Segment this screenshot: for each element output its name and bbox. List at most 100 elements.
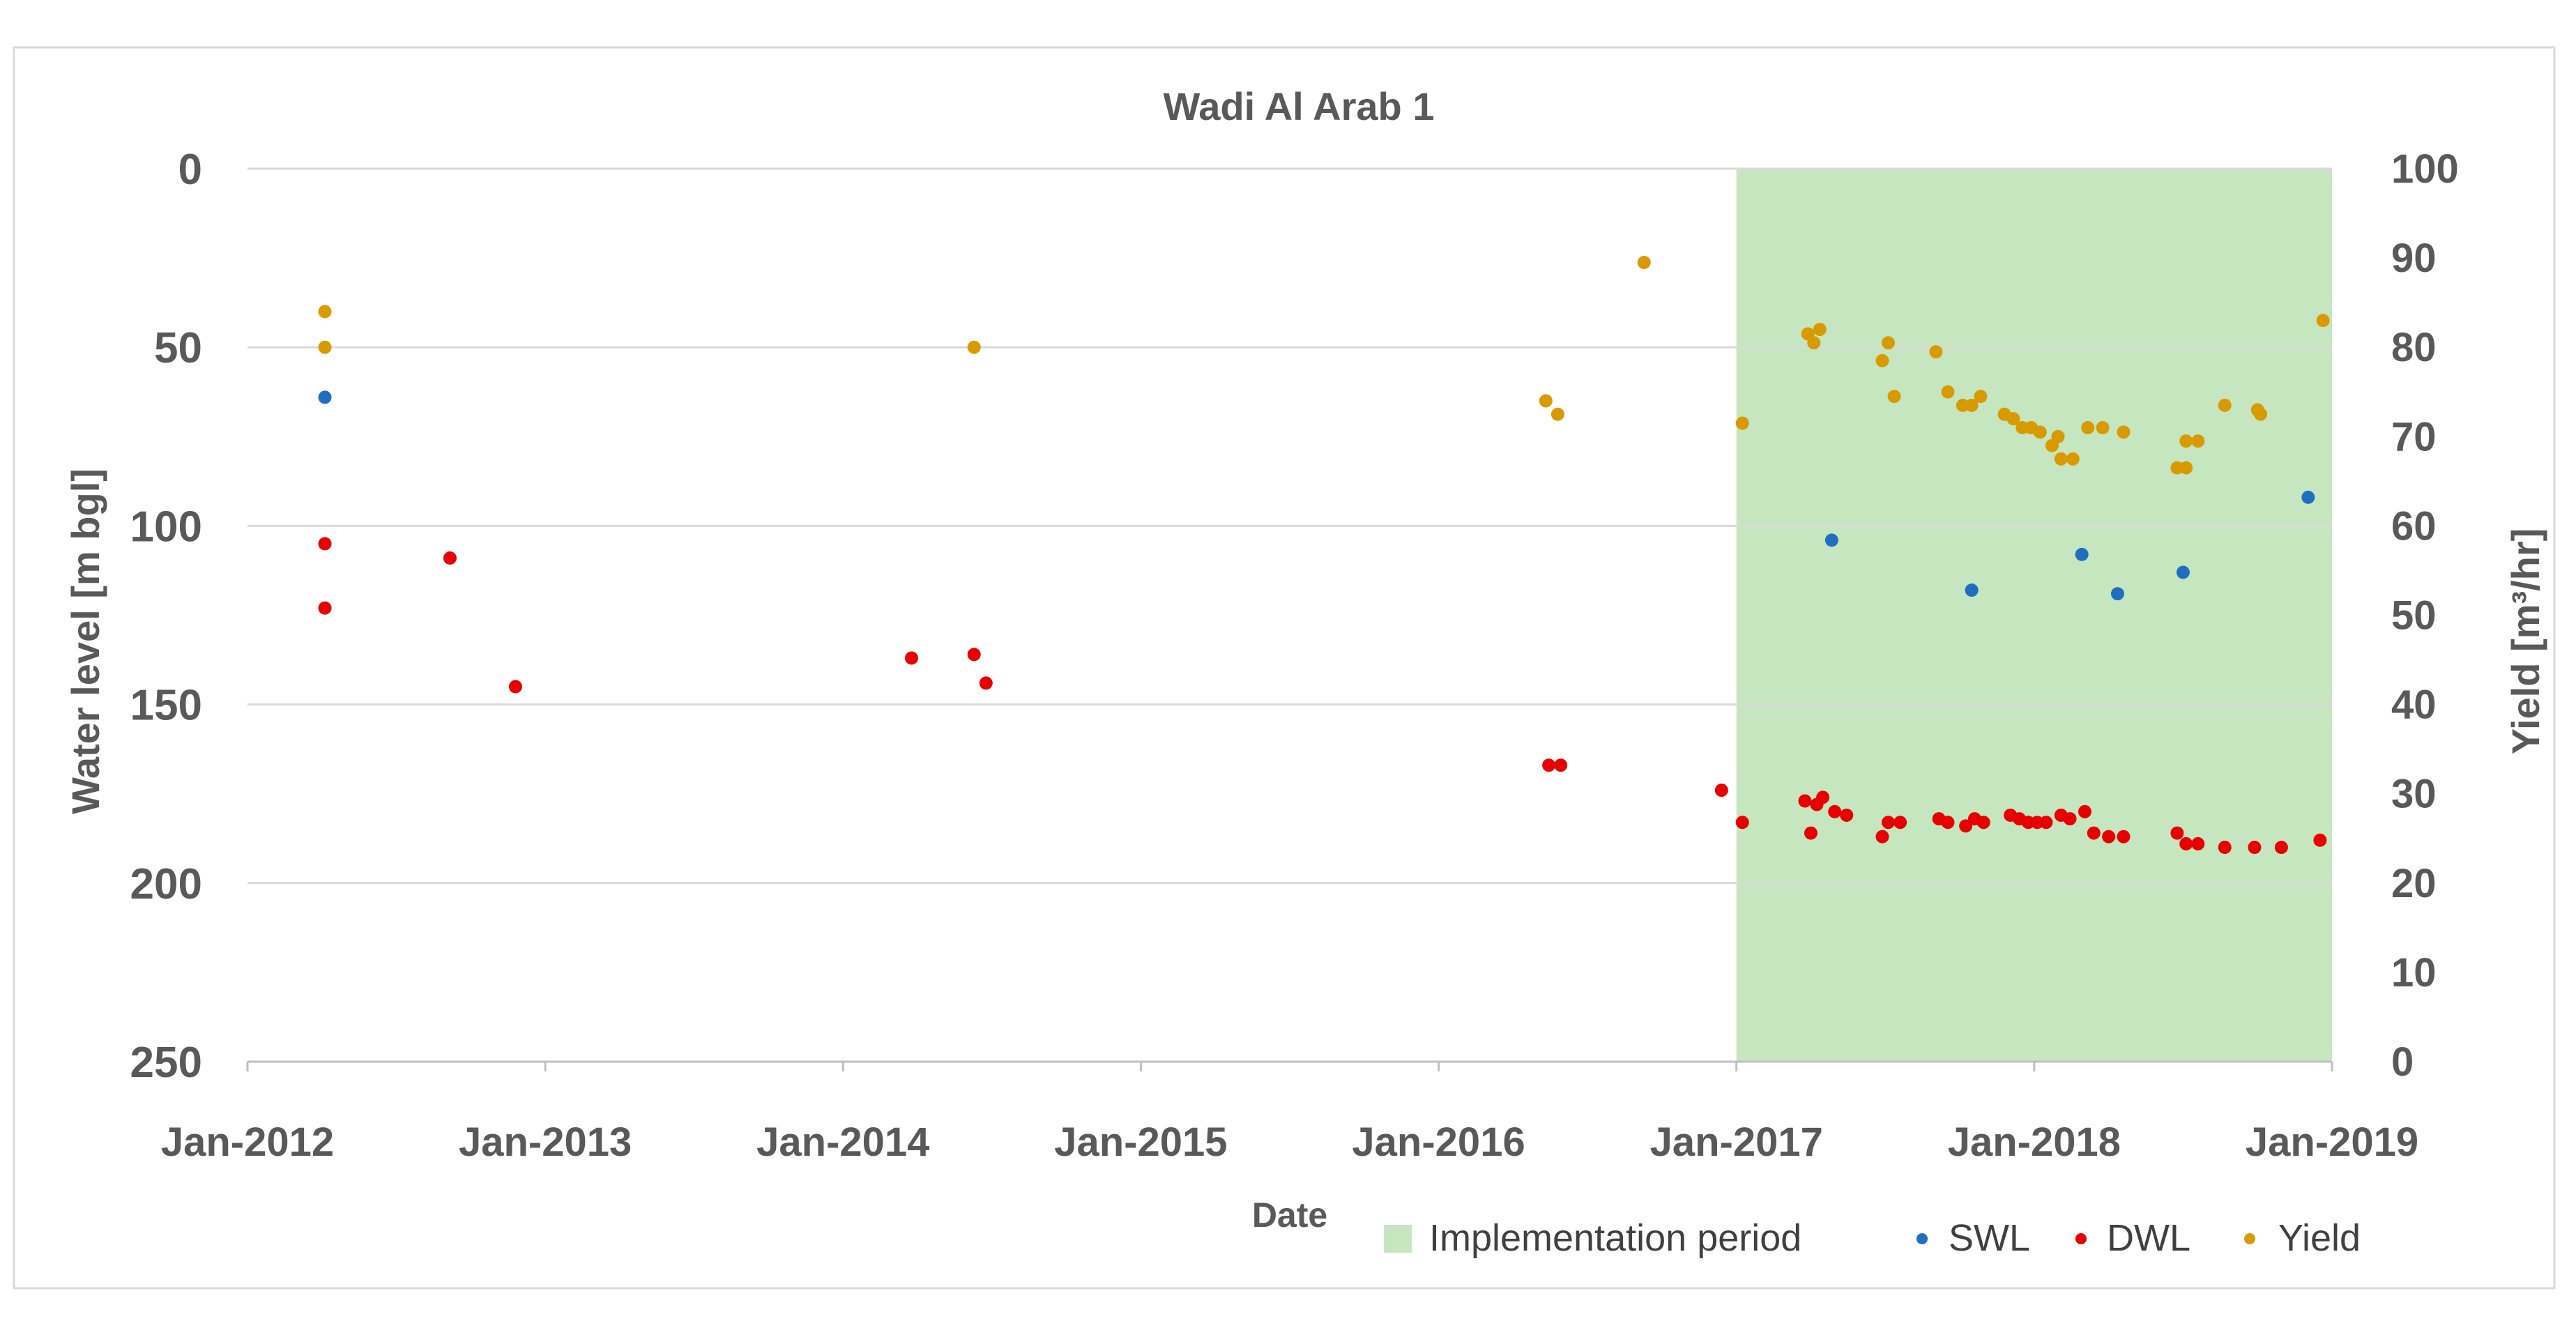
y-right-tick-label: 100	[2391, 146, 2459, 192]
dwl-point	[979, 676, 993, 690]
chart-title: Wadi Al Arab 1	[1164, 84, 1435, 128]
y-right-tick-label: 90	[2391, 236, 2437, 281]
swl-point	[2301, 490, 2315, 504]
implementation-period-band	[1736, 169, 2332, 1062]
y-left-tick-label: 200	[130, 860, 202, 908]
yield-point	[1539, 394, 1553, 408]
y-right-tick-label: 50	[2391, 593, 2437, 639]
yield-point	[2218, 398, 2232, 412]
yield-point	[2179, 461, 2193, 475]
yield-point	[1887, 390, 1901, 404]
swl-point	[1965, 583, 1979, 597]
dwl-point	[1542, 758, 1556, 772]
yield-point	[2316, 314, 2330, 328]
dwl-point	[1976, 816, 1990, 830]
dwl-point	[2063, 812, 2077, 826]
yield-point	[2066, 452, 2080, 466]
dwl-point	[2274, 841, 2288, 855]
dwl-point	[2179, 837, 2193, 850]
dwl-point	[1875, 830, 1889, 843]
swl-point	[2075, 547, 2089, 561]
y-right-axis-title: Yield [m³/hr]	[2503, 528, 2547, 755]
x-tick-label: Jan-2012	[161, 1120, 334, 1165]
yield-point	[1929, 345, 1943, 359]
y-left-tick-label: 150	[130, 682, 202, 730]
dwl-point	[318, 537, 332, 551]
yield-point	[2096, 420, 2110, 434]
yield-point	[967, 340, 981, 354]
yield-point	[1882, 336, 1896, 350]
dwl-point	[1941, 816, 1955, 830]
dwl-point	[1804, 826, 1817, 840]
yield-point	[1974, 390, 1988, 404]
y-left-tick-label: 50	[154, 324, 202, 372]
dwl-point	[508, 680, 522, 694]
y-left-tick-label: 0	[178, 146, 202, 194]
swl-point	[2176, 565, 2190, 579]
yield-point	[1965, 398, 1979, 412]
dwl-point	[2313, 833, 2327, 847]
y-left-axis-title: Water level [m bgl]	[63, 468, 107, 814]
dwl-point	[2117, 830, 2131, 843]
dwl-point	[1554, 758, 1568, 772]
x-tick-label: Jan-2018	[1948, 1120, 2121, 1165]
yield-point	[2117, 425, 2131, 439]
y-right-tick-label: 20	[2391, 861, 2437, 906]
yield-point	[318, 305, 332, 319]
x-tick-label: Jan-2016	[1352, 1120, 1525, 1165]
yield-point	[2051, 429, 2065, 443]
dwl-point	[905, 651, 919, 665]
y-left-tick-label: 250	[130, 1039, 202, 1087]
yield-point	[318, 340, 332, 354]
dwl-point	[2087, 826, 2101, 840]
x-tick-label: Jan-2015	[1054, 1120, 1227, 1165]
dwl-point	[2102, 830, 2116, 843]
dwl-point	[1816, 791, 1830, 804]
swl-point	[1824, 533, 1838, 547]
legend-label-yield: Yield	[2278, 1217, 2361, 1259]
legend-marker-swl	[1916, 1233, 1928, 1244]
dwl-point	[1828, 804, 1842, 818]
yield-point	[1941, 385, 1955, 399]
legend-label-dwl: DWL	[2107, 1217, 2190, 1259]
y-right-tick-label: 10	[2391, 950, 2437, 995]
dwl-point	[2218, 841, 2232, 855]
dwl-point	[2248, 841, 2262, 855]
dwl-point	[2078, 804, 2091, 818]
x-tick-label: Jan-2013	[459, 1120, 632, 1165]
legend-marker-dwl	[2075, 1233, 2087, 1244]
legend-swatch-implementation-period	[1384, 1225, 1412, 1253]
legend-label-swl: SWL	[1949, 1217, 2030, 1259]
dwl-point	[443, 551, 457, 565]
y-right-tick-label: 30	[2391, 772, 2437, 817]
yield-point	[1550, 407, 1564, 421]
dwl-point	[2170, 826, 2184, 840]
y-right-tick-label: 40	[2391, 682, 2437, 728]
y-right-tick-label: 80	[2391, 325, 2437, 370]
yield-point	[1807, 336, 1821, 350]
dwl-point	[1893, 816, 1907, 830]
y-right-tick-label: 60	[2391, 503, 2437, 549]
legend-marker-yield	[2244, 1233, 2255, 1244]
dwl-point	[1840, 808, 1854, 822]
yield-point	[2033, 425, 2047, 439]
dwl-point	[1959, 819, 1973, 833]
x-axis-title: Date	[1252, 1196, 1327, 1235]
yield-point	[1637, 256, 1651, 270]
dwl-point	[2191, 837, 2205, 850]
swl-point	[318, 390, 332, 404]
dwl-point	[967, 648, 981, 662]
yield-point	[1875, 353, 1889, 367]
x-tick-label: Jan-2014	[756, 1120, 929, 1165]
legend: Implementation period SWL DWL Yield	[1384, 1217, 2361, 1259]
dwl-point	[318, 601, 332, 615]
yield-point	[2054, 452, 2068, 466]
yield-point	[2191, 434, 2205, 448]
dwl-point	[1882, 816, 1896, 830]
y-left-tick-label: 100	[130, 503, 202, 551]
y-right-tick-label: 70	[2391, 414, 2437, 459]
x-tick-label: Jan-2019	[2246, 1120, 2418, 1165]
yield-point	[2006, 412, 2020, 426]
dwl-point	[1735, 816, 1749, 830]
